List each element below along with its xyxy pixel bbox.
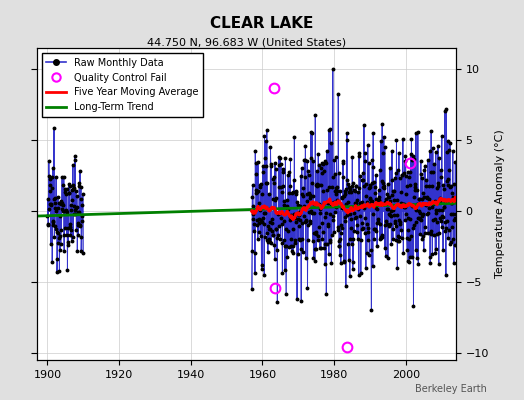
Y-axis label: Temperature Anomaly (°C): Temperature Anomaly (°C) [495,130,505,278]
Title: 44.750 N, 96.683 W (United States): 44.750 N, 96.683 W (United States) [147,37,346,47]
Legend: Raw Monthly Data, Quality Control Fail, Five Year Moving Average, Long-Term Tren: Raw Monthly Data, Quality Control Fail, … [41,53,203,117]
Text: CLEAR LAKE: CLEAR LAKE [210,16,314,31]
Text: Berkeley Earth: Berkeley Earth [416,384,487,394]
